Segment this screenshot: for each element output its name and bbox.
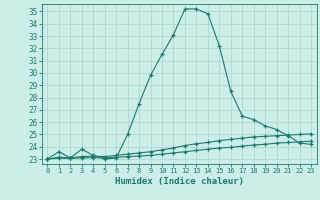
X-axis label: Humidex (Indice chaleur): Humidex (Indice chaleur) bbox=[115, 177, 244, 186]
